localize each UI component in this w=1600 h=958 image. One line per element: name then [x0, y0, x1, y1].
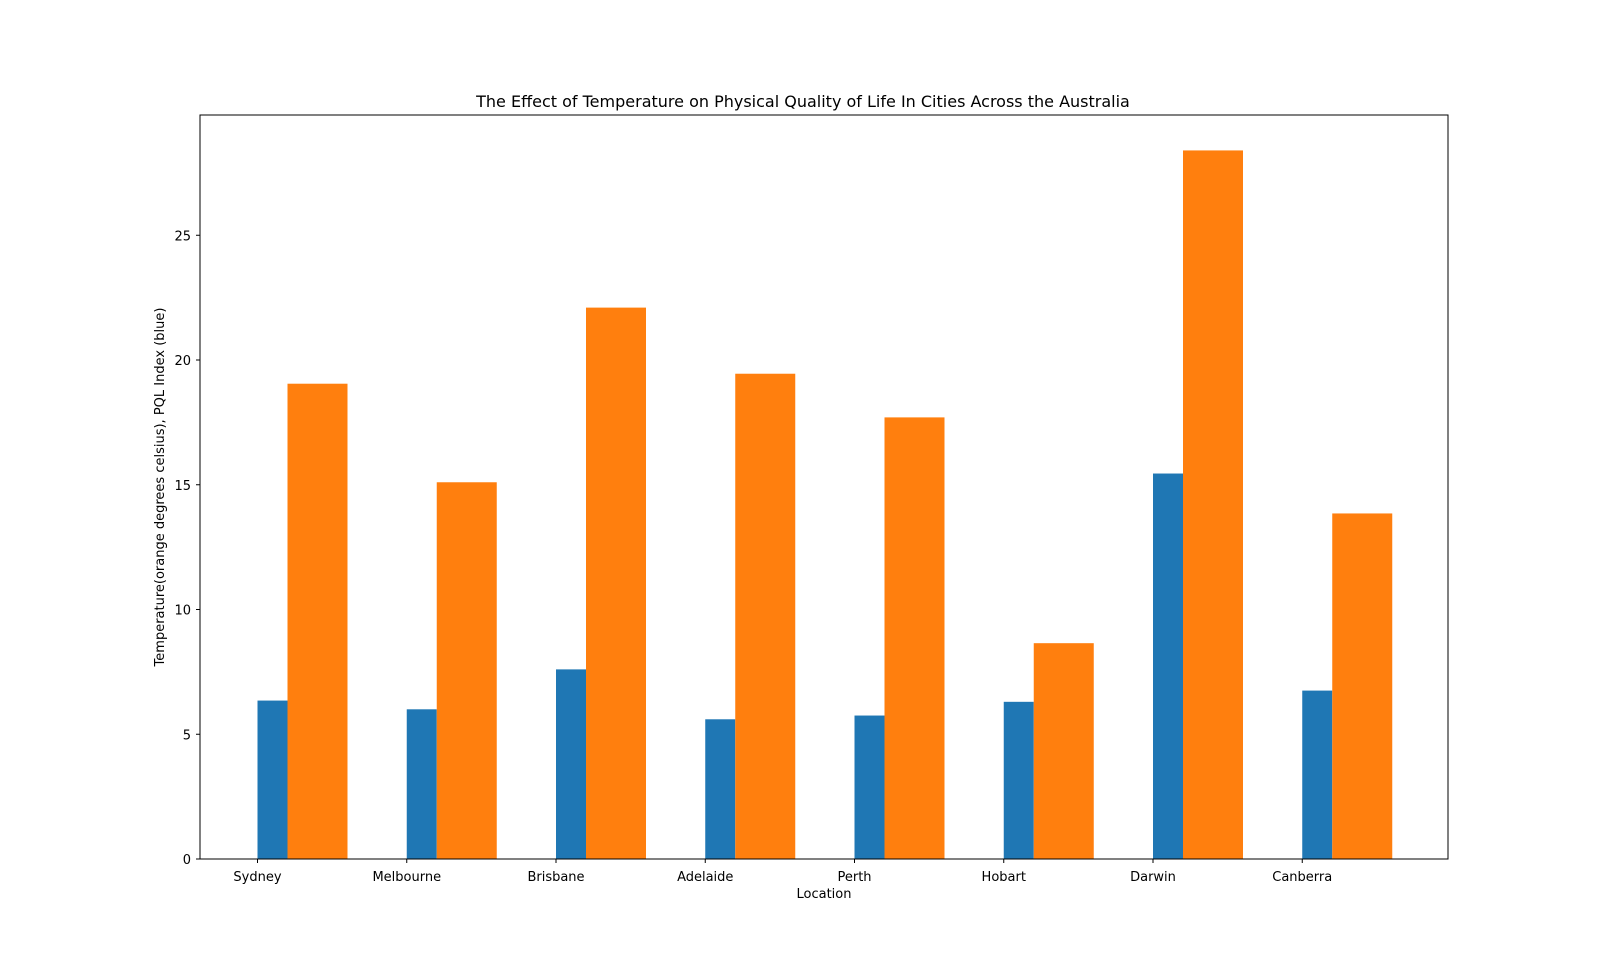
y-tick-label: 20 [174, 354, 191, 369]
bar-orange-hobart [1033, 643, 1094, 859]
y-tick-label: 5 [183, 728, 191, 743]
y-tick-label: 25 [174, 229, 191, 244]
bar-orange-sydney [287, 383, 348, 859]
bar-blue-adelaide [705, 719, 736, 859]
bar-orange-melbourne [436, 482, 497, 859]
chart-title: The Effect of Temperature on Physical Qu… [475, 92, 1130, 111]
bar-orange-canberra [1332, 513, 1393, 859]
bar-orange-adelaide [735, 373, 796, 859]
bar-orange-darwin [1183, 150, 1243, 859]
y-tick-label: 15 [174, 479, 191, 494]
plot-frame [199, 114, 1449, 860]
x-tick-label-adelaide: Adelaide [677, 870, 733, 885]
bar-blue-melbourne [406, 709, 437, 859]
y-axis-label: Temperature(orange degrees celsius), PQL… [153, 308, 168, 668]
x-tick-label-brisbane: Brisbane [527, 870, 584, 885]
y-tick-label: 0 [183, 853, 191, 868]
bars-group [257, 150, 1393, 859]
bar-blue-perth [854, 715, 885, 859]
y-axis: 0 5 10 15 20 25 [174, 229, 200, 868]
bar-blue-brisbane [556, 669, 586, 859]
bar-blue-canberra [1302, 690, 1333, 859]
x-tick-label-hobart: Hobart [982, 870, 1026, 885]
x-axis-label: Location [797, 887, 852, 902]
x-tick-label-sydney: Sydney [233, 870, 281, 885]
bar-blue-darwin [1153, 473, 1183, 859]
x-tick-label-canberra: Canberra [1272, 870, 1332, 885]
bar-blue-hobart [1003, 701, 1034, 859]
y-tick-label: 10 [174, 604, 191, 619]
x-tick-label-darwin: Darwin [1130, 870, 1176, 885]
x-tick-label-melbourne: Melbourne [372, 870, 441, 885]
x-axis: Sydney Melbourne Brisbane Adelaide Perth Hoba… [233, 859, 1332, 885]
x-tick-label-perth: Perth [837, 870, 871, 885]
bar-orange-brisbane [586, 307, 646, 859]
bar-orange-perth [884, 417, 945, 859]
bar-blue-sydney [257, 700, 288, 859]
